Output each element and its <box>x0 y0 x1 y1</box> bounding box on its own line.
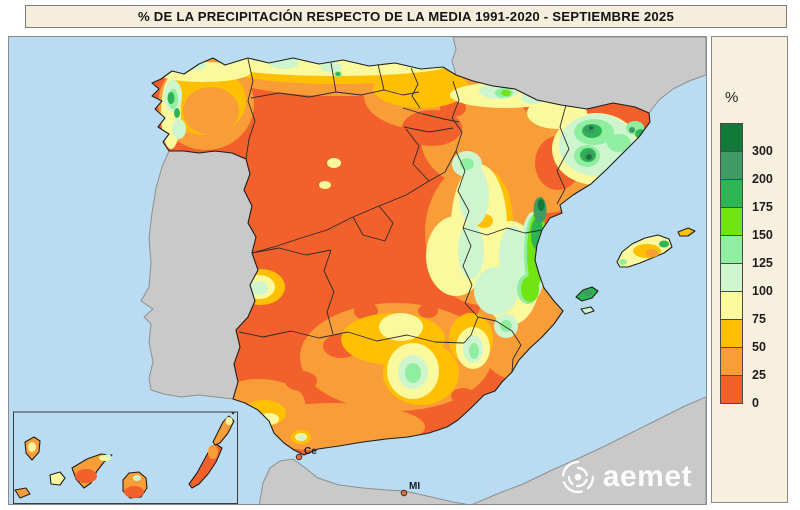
legend-tick-300: 300 <box>752 144 773 158</box>
region-borders <box>238 58 570 373</box>
legend-panel: % 300 200 175 150 125 100 75 50 25 0 <box>711 36 788 503</box>
legend-tick-50: 50 <box>752 340 766 354</box>
la-gomera-island <box>49 471 66 486</box>
legend-tick-0: 0 <box>752 396 759 410</box>
balearic-islands <box>575 227 696 315</box>
legend-color-block-2 <box>720 179 743 208</box>
spain-contour-field <box>151 57 651 456</box>
legend-tick-175: 175 <box>752 200 773 214</box>
city-markers: Ce MI <box>295 446 420 497</box>
legend-color-block-7 <box>720 319 743 348</box>
map-title: % DE LA PRECIPITACIÓN RESPECTO DE LA MED… <box>137 9 674 24</box>
spain-coastline <box>151 57 651 456</box>
legend-tick-200: 200 <box>752 172 773 186</box>
legend-color-block-6 <box>720 291 743 320</box>
ceuta-label: Ce <box>304 446 317 457</box>
melilla-marker <box>400 489 408 497</box>
spain-precipitation-map: Ce MI <box>9 37 706 504</box>
formentera-island <box>580 306 595 315</box>
legend-color-block-3 <box>720 207 743 236</box>
aemet-swirl-icon <box>561 460 594 494</box>
africa-landmass <box>258 396 706 504</box>
legend-ticks: 300 200 175 150 125 100 75 50 25 0 <box>752 123 784 423</box>
menorca-island <box>677 227 696 237</box>
legend-color-block-4 <box>720 235 743 264</box>
legend-color-block-8 <box>720 347 743 376</box>
legend-tick-100: 100 <box>752 284 773 298</box>
melilla-label: MI <box>409 481 420 492</box>
aemet-logo-text: aemet <box>602 460 692 493</box>
legend-tick-25: 25 <box>752 368 766 382</box>
map-title-bar: % DE LA PRECIPITACIÓN RESPECTO DE LA MED… <box>25 5 787 28</box>
map-panel: Ce MI aemet <box>8 36 707 505</box>
ceuta-marker <box>295 453 303 461</box>
legend-color-block-0 <box>720 123 743 152</box>
legend-color-bar <box>720 123 743 404</box>
el-hierro-island <box>14 487 31 499</box>
legend-tick-150: 150 <box>752 228 773 242</box>
canary-islands-inset <box>13 411 238 504</box>
legend-color-block-9 <box>720 375 743 404</box>
legend-tick-125: 125 <box>752 256 773 270</box>
aemet-logo: aemet <box>560 459 692 495</box>
legend-tick-75: 75 <box>752 312 766 326</box>
legend-unit-label: % <box>725 89 739 106</box>
legend-color-block-1 <box>720 151 743 180</box>
la-graciosa-islet <box>231 411 235 415</box>
legend-color-block-5 <box>720 263 743 292</box>
